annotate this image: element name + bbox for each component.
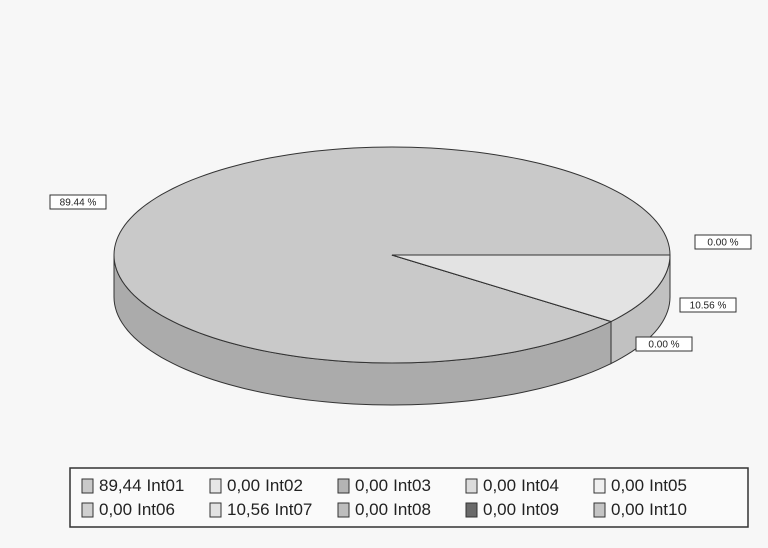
legend-swatch <box>593 502 606 518</box>
legend-label: 0,00 Int03 <box>355 476 431 495</box>
legend-category: Int02 <box>265 476 303 495</box>
legend-value: 0,00 <box>483 476 516 495</box>
data-label: 0.00 % <box>648 340 679 351</box>
legend-value: 10,56 <box>227 500 270 519</box>
data-label: 89.44 % <box>60 198 97 209</box>
legend-value: 0,00 <box>611 476 644 495</box>
legend-label: 0,00 Int09 <box>483 500 559 519</box>
legend-swatch <box>465 478 478 494</box>
legend-category: Int03 <box>393 476 431 495</box>
legend-swatch <box>209 502 222 518</box>
data-label: 0.00 % <box>707 238 738 249</box>
legend-value: 0,00 <box>355 476 388 495</box>
legend-box <box>69 467 749 528</box>
legend-category: Int09 <box>521 500 559 519</box>
legend-label: 0,00 Int10 <box>611 500 687 519</box>
legend-label: 0,00 Int06 <box>99 500 175 519</box>
legend-swatch <box>81 502 94 518</box>
legend-label: 0,00 Int04 <box>483 476 559 495</box>
data-label-box <box>679 297 737 313</box>
legend-swatch <box>337 502 350 518</box>
legend-value: 89,44 <box>99 476 142 495</box>
legend-swatch <box>209 478 222 494</box>
legend-category: Int08 <box>393 500 431 519</box>
legend-swatch <box>465 502 478 518</box>
legend-category: Int06 <box>137 500 175 519</box>
legend-category: Int10 <box>649 500 687 519</box>
legend-swatch <box>337 478 350 494</box>
legend-value: 0,00 <box>227 476 260 495</box>
legend-label: 10,56 Int07 <box>227 500 312 519</box>
legend-value: 0,00 <box>355 500 388 519</box>
data-label-box <box>635 336 693 352</box>
legend-category: Int07 <box>275 500 313 519</box>
data-label-box <box>694 234 752 250</box>
data-label-box <box>49 194 107 210</box>
legend-value: 0,00 <box>99 500 132 519</box>
legend-label: 0,00 Int02 <box>227 476 303 495</box>
legend-label: 0,00 Int05 <box>611 476 687 495</box>
legend-value: 0,00 <box>611 500 644 519</box>
legend-category: Int04 <box>521 476 559 495</box>
slice <box>391 254 671 323</box>
legend-swatch <box>593 478 606 494</box>
legend-value: 0,00 <box>483 500 516 519</box>
legend-category: Int01 <box>147 476 185 495</box>
legend-label: 0,00 Int08 <box>355 500 431 519</box>
legend-swatch <box>81 478 94 494</box>
data-label: 10.56 % <box>690 301 727 312</box>
legend-category: Int05 <box>649 476 687 495</box>
legend-label: 89,44 Int01 <box>99 476 184 495</box>
